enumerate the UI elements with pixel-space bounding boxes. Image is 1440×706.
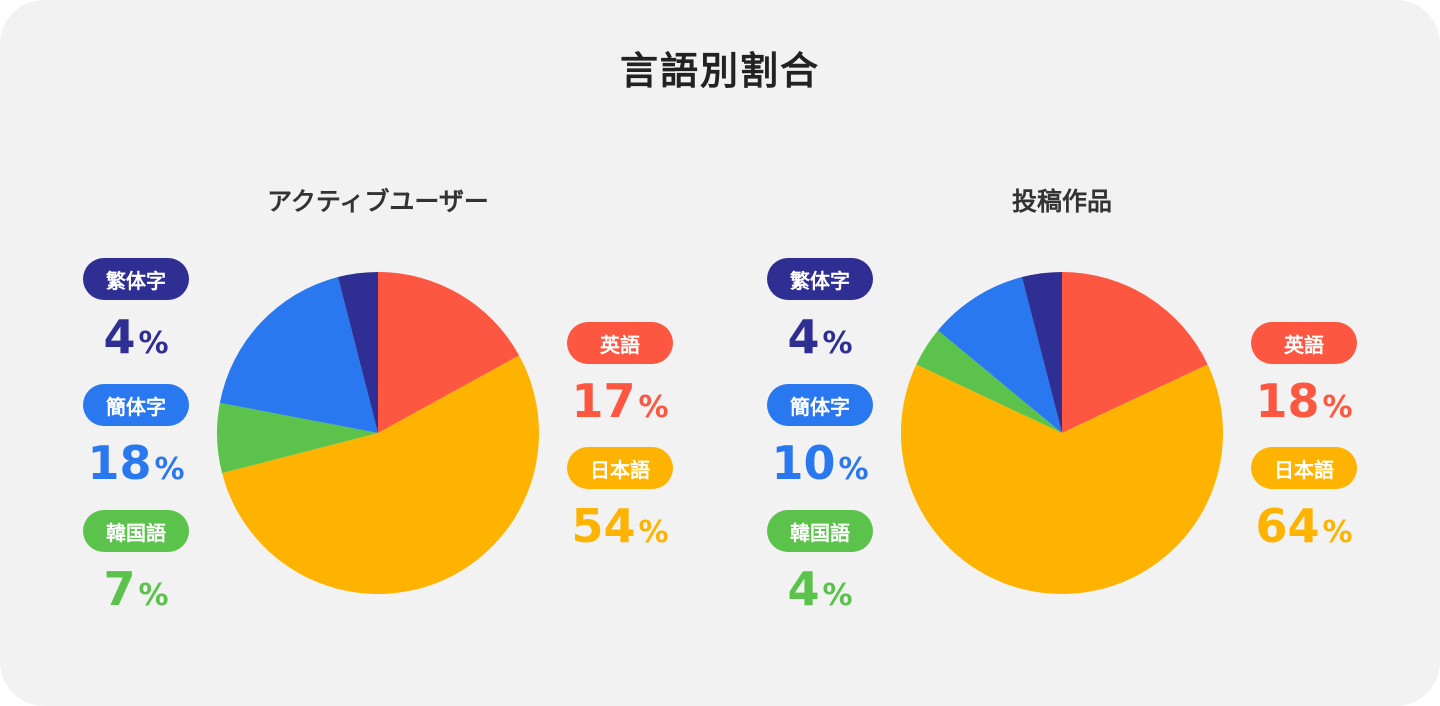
pie-slice-traditional-chinese bbox=[1021, 272, 1062, 433]
legend-badge-simplified-chinese: 簡体字 bbox=[83, 384, 189, 426]
percent-simplified-chinese: 10% bbox=[771, 436, 869, 490]
pie-slice-korean bbox=[916, 330, 1062, 433]
legend-badge-korean: 韓国語 bbox=[83, 510, 189, 552]
percent-korean: 7% bbox=[103, 562, 169, 616]
percent-english: 18% bbox=[1255, 374, 1353, 428]
percent-korean: 4% bbox=[787, 562, 853, 616]
legend-badge-traditional-chinese: 繁体字 bbox=[767, 258, 873, 300]
legend-badge-japanese: 日本語 bbox=[567, 447, 673, 489]
pie-slice-english bbox=[378, 272, 520, 433]
percent-english: 17% bbox=[571, 374, 669, 428]
pie-slice-korean bbox=[216, 402, 378, 474]
percent-simplified-chinese: 18% bbox=[87, 436, 185, 490]
percent-japanese: 64% bbox=[1255, 499, 1353, 553]
pie-slice-english bbox=[1062, 272, 1208, 433]
percent-traditional-chinese: 4% bbox=[787, 310, 853, 364]
percent-traditional-chinese: 4% bbox=[103, 310, 169, 364]
legend-badge-english: 英語 bbox=[1251, 322, 1357, 364]
pie-slice-simplified-chinese bbox=[937, 277, 1062, 433]
pie-slice-japanese bbox=[901, 364, 1223, 594]
pie-slice-simplified-chinese bbox=[219, 277, 378, 433]
legend-badge-english: 英語 bbox=[567, 322, 673, 364]
page-title: 言語別割合 bbox=[619, 49, 820, 93]
legend-badge-korean: 韓国語 bbox=[767, 510, 873, 552]
pie-slice-japanese bbox=[222, 355, 540, 594]
pie-chart-active-users bbox=[216, 272, 540, 594]
pie-slice-traditional-chinese bbox=[337, 272, 378, 433]
chart-title-posted-works: 投稿作品 bbox=[1011, 187, 1112, 216]
percent-japanese: 54% bbox=[571, 499, 669, 553]
legend-badge-simplified-chinese: 簡体字 bbox=[767, 384, 873, 426]
pie-chart-posted-works bbox=[901, 272, 1223, 594]
chart-title-active-users: アクティブユーザー bbox=[267, 187, 489, 216]
legend-badge-japanese: 日本語 bbox=[1251, 447, 1357, 489]
legend-badge-traditional-chinese: 繁体字 bbox=[83, 258, 189, 300]
